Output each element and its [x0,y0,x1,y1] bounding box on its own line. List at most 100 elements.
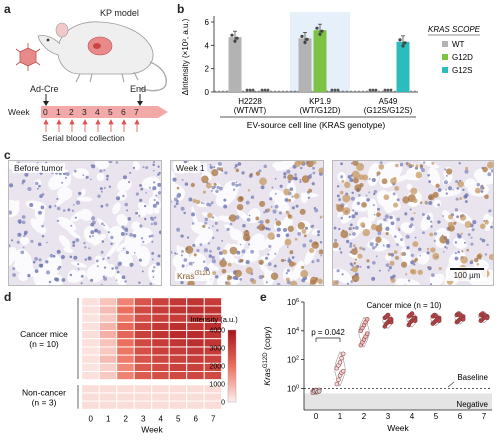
heatmap-cell [99,338,117,347]
data-point [337,360,343,365]
x-tick-label: 1 [106,415,111,424]
x-axis-label: EV-source cell line (KRAS genotype) [247,120,386,130]
data-point [318,32,322,36]
panel-letter-c: c [4,148,11,162]
data-point [334,381,340,387]
week-number: 7 [134,107,139,117]
heatmap-cell [169,347,187,356]
violin [334,351,346,387]
bar [298,38,312,92]
heatmap-cell [99,305,117,314]
heatmap-cell [186,347,205,356]
data-point [336,377,341,383]
heatmap-cell [99,347,117,356]
heatmap-cell [151,392,170,401]
heatmap-cell [204,384,222,393]
data-point [320,29,324,33]
heatmap-cell [99,384,117,393]
data-point [484,315,490,321]
week-number: 3 [82,107,87,117]
y-tick-label: 0 [205,88,210,97]
heatmap-cell [169,355,187,364]
group-label: Non-cancer [22,387,66,397]
x-tick-label: 3 [386,412,391,421]
x-tick-label: 3 [141,415,146,424]
data-point [251,88,255,92]
heatmap-cell [186,392,205,401]
chart-title: Cancer mice (n = 10) [367,301,442,310]
heatmap-cell [134,347,152,356]
stain-label: KrasG12D [175,271,213,281]
heatmap-cell [204,355,222,364]
data-point [248,88,252,92]
timeline-arrow [41,106,168,118]
group-label: (n = 3) [32,397,57,407]
heatmap-cell [151,401,170,410]
data-point [386,88,390,92]
data-point [233,39,237,43]
x-tick-label: 5 [434,412,439,421]
heatmap-cell [186,355,205,364]
category-label: (G12S/G12S) [364,106,413,115]
heatmap-cell [134,305,152,314]
data-point [436,318,442,323]
heatmap-cell [169,314,187,323]
p-value-label: p = 0.042 [311,328,345,337]
week-number: 0 [43,107,48,117]
bar [313,30,327,93]
heatmap-cell [134,363,152,372]
heatmap-cell [134,384,152,393]
heatmap-cell [169,384,187,393]
y-axis-label: ΔIntensity (×10³, a.u.) [181,18,190,95]
kp-model-title: KP model [100,8,139,18]
data-point [235,36,239,40]
heatmap-cell [116,371,135,380]
violin [358,316,370,348]
heatmap-cell [204,392,222,401]
heatmap-cell [186,297,205,306]
category-label: KP1.9 [309,97,331,106]
heatmap-cell [151,305,170,314]
micrograph-before-tumor: Before tumor [8,160,162,286]
heatmap-cell [116,347,135,356]
data-point [409,311,415,316]
heatmap-cell [134,355,152,364]
x-tick-label: 6 [458,412,463,421]
heatmap-cell [116,363,135,372]
colorbar-tick-label: 3000 [209,346,225,353]
x-tick-label: 2 [124,415,129,424]
x-tick-label: 1 [338,412,343,421]
legend-swatch [442,54,448,60]
data-point [398,38,402,42]
heatmap-cell [134,401,152,410]
data-point [374,88,378,92]
category-label: A549 [379,97,398,106]
heatmap-cell [169,305,187,314]
micrograph-later: 100 µm [332,160,494,286]
y-axis-label: KrasG12D (copy) [262,326,272,385]
micrograph-label-week1: Week 1 [174,163,207,173]
heatmap-cell [151,384,170,393]
heatmap-cell [81,330,100,339]
heatmap-cell [116,392,135,401]
colorbar-tick-label: 4000 [209,328,225,335]
heatmap-cell [99,363,117,372]
x-axis-label: Week [141,425,163,435]
data-point [368,88,372,92]
x-tick-label: 0 [314,412,319,421]
virus-icon [15,43,41,71]
data-point [316,389,322,394]
heatmap-cell [134,297,152,306]
colorbar-tick-label: 2000 [209,364,225,371]
data-point [340,351,346,357]
bar [228,37,242,92]
week-label: Week [8,107,30,117]
data-point [333,88,337,92]
group-label: Cancer mice [20,329,68,339]
data-point [401,44,405,48]
heatmap-cell [204,338,222,347]
data-point [339,355,344,361]
negative-label: Negative [456,400,488,409]
heatmap-cell [169,363,187,372]
colorbar-tick-label: 1000 [209,382,225,389]
